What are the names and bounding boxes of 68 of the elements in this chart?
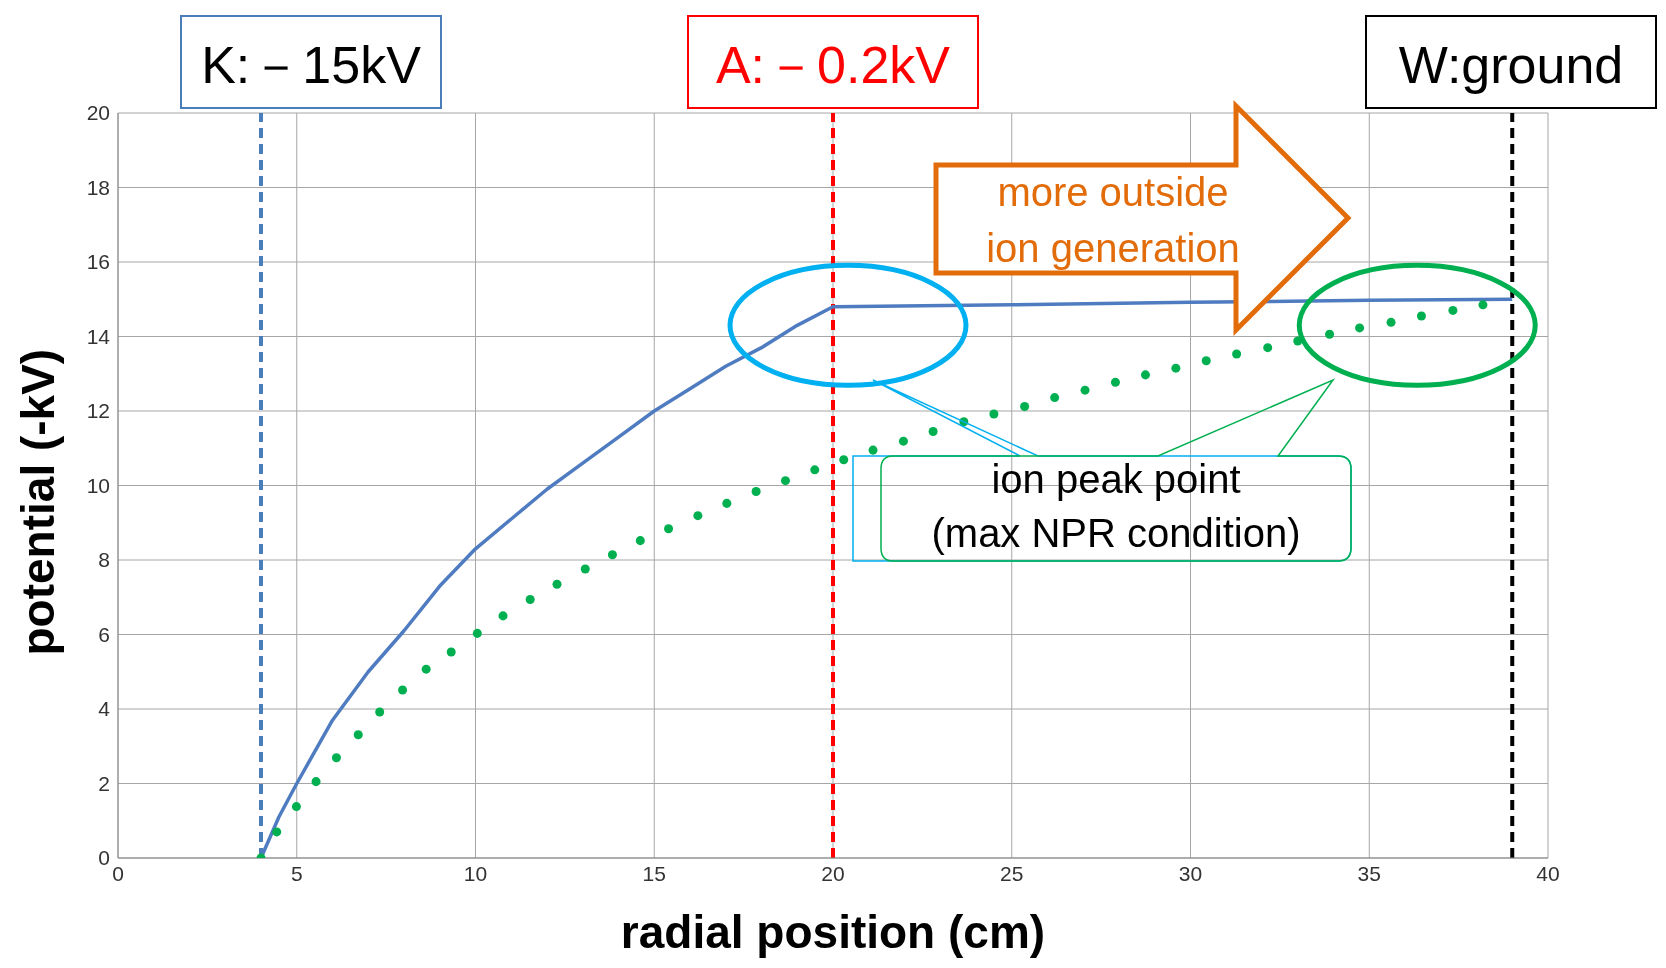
y-tick-label: 0 [98, 846, 110, 870]
point [375, 707, 385, 717]
x-tick-label: 30 [1178, 861, 1203, 885]
point [1263, 343, 1273, 353]
x-tick-label: 40 [1536, 861, 1560, 885]
point [331, 753, 341, 763]
point [1448, 305, 1458, 315]
point [1478, 300, 1488, 310]
x-axis-title: radial position (cm) [620, 906, 1046, 958]
x-tick-label: 20 [821, 861, 845, 885]
point [635, 536, 645, 546]
y-tick-label: 6 [98, 622, 110, 646]
point [839, 455, 849, 465]
x-tick-label: 15 [642, 861, 666, 885]
annotation: ion peak point (max NPR condition) [931, 457, 1301, 555]
point [693, 511, 703, 521]
point [722, 498, 732, 508]
point [421, 664, 431, 674]
y-tick-label: 8 [98, 548, 110, 572]
point [398, 685, 408, 695]
point [780, 476, 790, 486]
x-tick-label: 35 [1357, 861, 1381, 885]
point [472, 628, 482, 638]
point [664, 524, 674, 534]
point [1050, 393, 1060, 403]
point [928, 426, 938, 436]
x-tick-label: 10 [463, 861, 488, 885]
point [1416, 311, 1426, 321]
point [1355, 323, 1365, 333]
point [868, 445, 878, 455]
point [1232, 349, 1242, 359]
point [1325, 329, 1335, 339]
ref-line-label: A:－0.2kV [715, 36, 951, 94]
ref-line-label: K:－15kV [201, 36, 422, 94]
annotation: more outside ion generation [986, 170, 1240, 270]
y-tick-label: 14 [86, 324, 111, 348]
point [1201, 356, 1211, 366]
point [580, 564, 590, 574]
y-tick-label: 20 [86, 101, 110, 125]
point [552, 579, 562, 589]
point [989, 409, 999, 419]
point [525, 594, 535, 604]
x-tick-label: 25 [1000, 861, 1024, 885]
y-tick-label: 18 [86, 175, 110, 199]
y-tick-label: 4 [98, 697, 111, 721]
point [1386, 317, 1396, 327]
point [291, 802, 301, 812]
point [1171, 363, 1181, 373]
point [1140, 370, 1150, 380]
point [751, 486, 761, 496]
point [810, 465, 820, 475]
point [272, 827, 282, 837]
y-tick-label: 12 [86, 399, 110, 423]
point [1110, 377, 1120, 387]
y-axis-title: potential (-kV) [12, 348, 65, 656]
point [353, 730, 363, 740]
point [898, 436, 908, 446]
point [311, 777, 321, 787]
point [607, 550, 617, 560]
ref-line-label: W:ground [1398, 36, 1624, 94]
point [498, 611, 508, 621]
y-tick-label: 10 [86, 473, 110, 497]
point [446, 647, 456, 657]
y-tick-label: 16 [86, 250, 110, 274]
y-tick-label: 2 [98, 771, 110, 795]
point [1080, 385, 1090, 395]
x-tick-label: 5 [290, 861, 303, 885]
point [1020, 402, 1030, 412]
